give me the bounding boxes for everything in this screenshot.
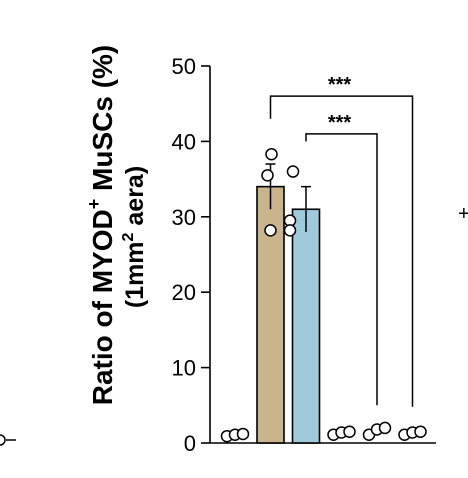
data-point: [414, 425, 427, 438]
y-axis: 0 10 20 30 40 50: [172, 54, 436, 456]
y-tick-label: 30: [172, 205, 196, 230]
y-axis-label-sub: (1mm2 aera): [120, 166, 149, 308]
data-point: [265, 147, 278, 161]
significance-bracket: [269, 95, 414, 407]
edge-plus-mark: +: [458, 203, 468, 225]
data-point: [378, 421, 392, 435]
y-axis-label-sub-superscript: 2: [120, 232, 137, 241]
edge-marks: +: [0, 203, 468, 446]
data-point: [283, 224, 297, 237]
y-tick-label: 10: [172, 356, 196, 381]
y-tick-label: 0: [184, 431, 196, 456]
y-axis-label-superscript: +: [84, 199, 104, 210]
bar: [291, 208, 321, 444]
edge-point-marker: [0, 434, 6, 446]
data-points: [220, 147, 427, 443]
y-axis-label-main: Ratio of MYOD: [87, 209, 118, 405]
y-axis-label-sub-pre: (1mm: [121, 241, 149, 308]
significance-label: ***: [328, 112, 352, 134]
significance-brackets: *** ***: [269, 74, 414, 407]
significance-bracket: [305, 133, 378, 406]
data-point: [261, 169, 274, 182]
y-axis-label-tail: MuSCs (%): [87, 45, 118, 199]
significance-label: ***: [328, 74, 352, 96]
bars: [256, 163, 321, 444]
y-tick-label: 40: [172, 129, 196, 154]
data-point: [236, 427, 250, 441]
y-axis-label: Ratio of MYOD+ MuSCs (%): [84, 45, 118, 406]
y-axis-label-sub-post: aera): [121, 166, 149, 233]
data-point: [343, 425, 356, 438]
data-point: [264, 224, 277, 237]
y-tick-label: 20: [172, 280, 196, 305]
y-tick-label: 50: [172, 54, 196, 79]
data-point: [286, 165, 300, 178]
